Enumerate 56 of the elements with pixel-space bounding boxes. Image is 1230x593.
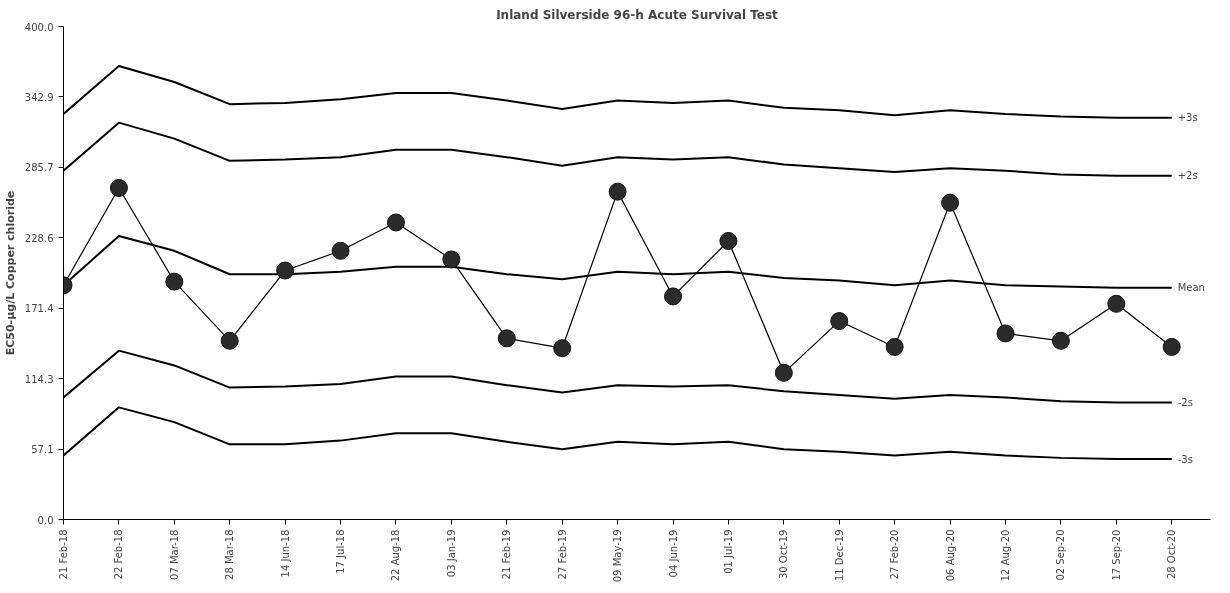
point — [719, 231, 738, 250]
y-tick-label: 171.4 — [24, 303, 54, 315]
x-tick-label: 28 Mar-18 — [224, 529, 236, 580]
point — [331, 241, 350, 260]
point — [109, 178, 128, 197]
point — [386, 213, 405, 232]
x-tick-label: 03 Jan-19 — [445, 529, 457, 578]
x-tick-label: 22 Feb-18 — [113, 529, 125, 580]
y-tick-label: 285.7 — [24, 162, 54, 174]
x-tick-label: 17 Sep-20 — [1110, 529, 1122, 581]
point — [220, 331, 239, 350]
point — [1162, 337, 1181, 356]
y-tick-label: 114.3 — [24, 373, 54, 385]
x-tick-label: 27 Feb-20 — [889, 529, 901, 580]
y-tick-label: 400.0 — [24, 21, 54, 33]
y-tick-label: 57.1 — [31, 444, 54, 456]
point — [276, 261, 295, 280]
x-tick-label: 21 Feb-19 — [501, 529, 513, 580]
x-tick-label: 30 Oct-19 — [778, 529, 790, 580]
series-label: -2s — [1177, 396, 1193, 408]
x-tick-label: 27 Feb-19 — [556, 529, 568, 580]
point — [553, 339, 572, 358]
y-axis-title: EC50-µg/L Copper chloride — [3, 190, 17, 356]
point — [1107, 294, 1126, 313]
y-tick-label: 0.0 — [37, 514, 54, 526]
x-tick-label: 11 Dec-19 — [833, 529, 845, 582]
point — [774, 363, 793, 382]
series-label: +2s — [1177, 170, 1198, 182]
point — [830, 312, 849, 331]
chart-title: Inland Silverside 96-h Acute Survival Test — [496, 7, 779, 22]
x-tick-label: 07 Mar-18 — [168, 529, 180, 580]
series-label: Mean — [1177, 282, 1205, 294]
point — [885, 337, 904, 356]
point — [165, 272, 184, 291]
point — [941, 193, 960, 212]
point — [442, 250, 461, 269]
point — [996, 324, 1015, 343]
x-tick-label: 22 Aug-18 — [390, 529, 402, 582]
x-tick-label: 06 Aug-20 — [944, 529, 956, 582]
x-tick-label: 01 Jul-19 — [722, 529, 734, 574]
x-tick-label: 14 Jun-18 — [279, 529, 291, 578]
y-tick-label: 342.9 — [24, 91, 54, 103]
x-tick-label: 09 May-19 — [612, 529, 624, 583]
series-label: +3s — [1177, 112, 1198, 124]
point — [664, 287, 683, 306]
point — [497, 329, 516, 348]
x-tick-label: 28 Oct-20 — [1166, 529, 1178, 580]
x-tick-label: 21 Feb-18 — [58, 529, 69, 580]
x-tick-label: 12 Aug-20 — [999, 529, 1011, 582]
y-tick-label: 228.6 — [24, 232, 54, 244]
x-tick-label: 17 Jul-18 — [335, 529, 347, 574]
series-label: -3s — [1177, 453, 1193, 465]
x-tick-label: 04 Jun-19 — [667, 529, 679, 578]
x-tick-label: 02 Sep-20 — [1055, 529, 1067, 581]
point — [1051, 331, 1070, 350]
point — [608, 182, 627, 201]
